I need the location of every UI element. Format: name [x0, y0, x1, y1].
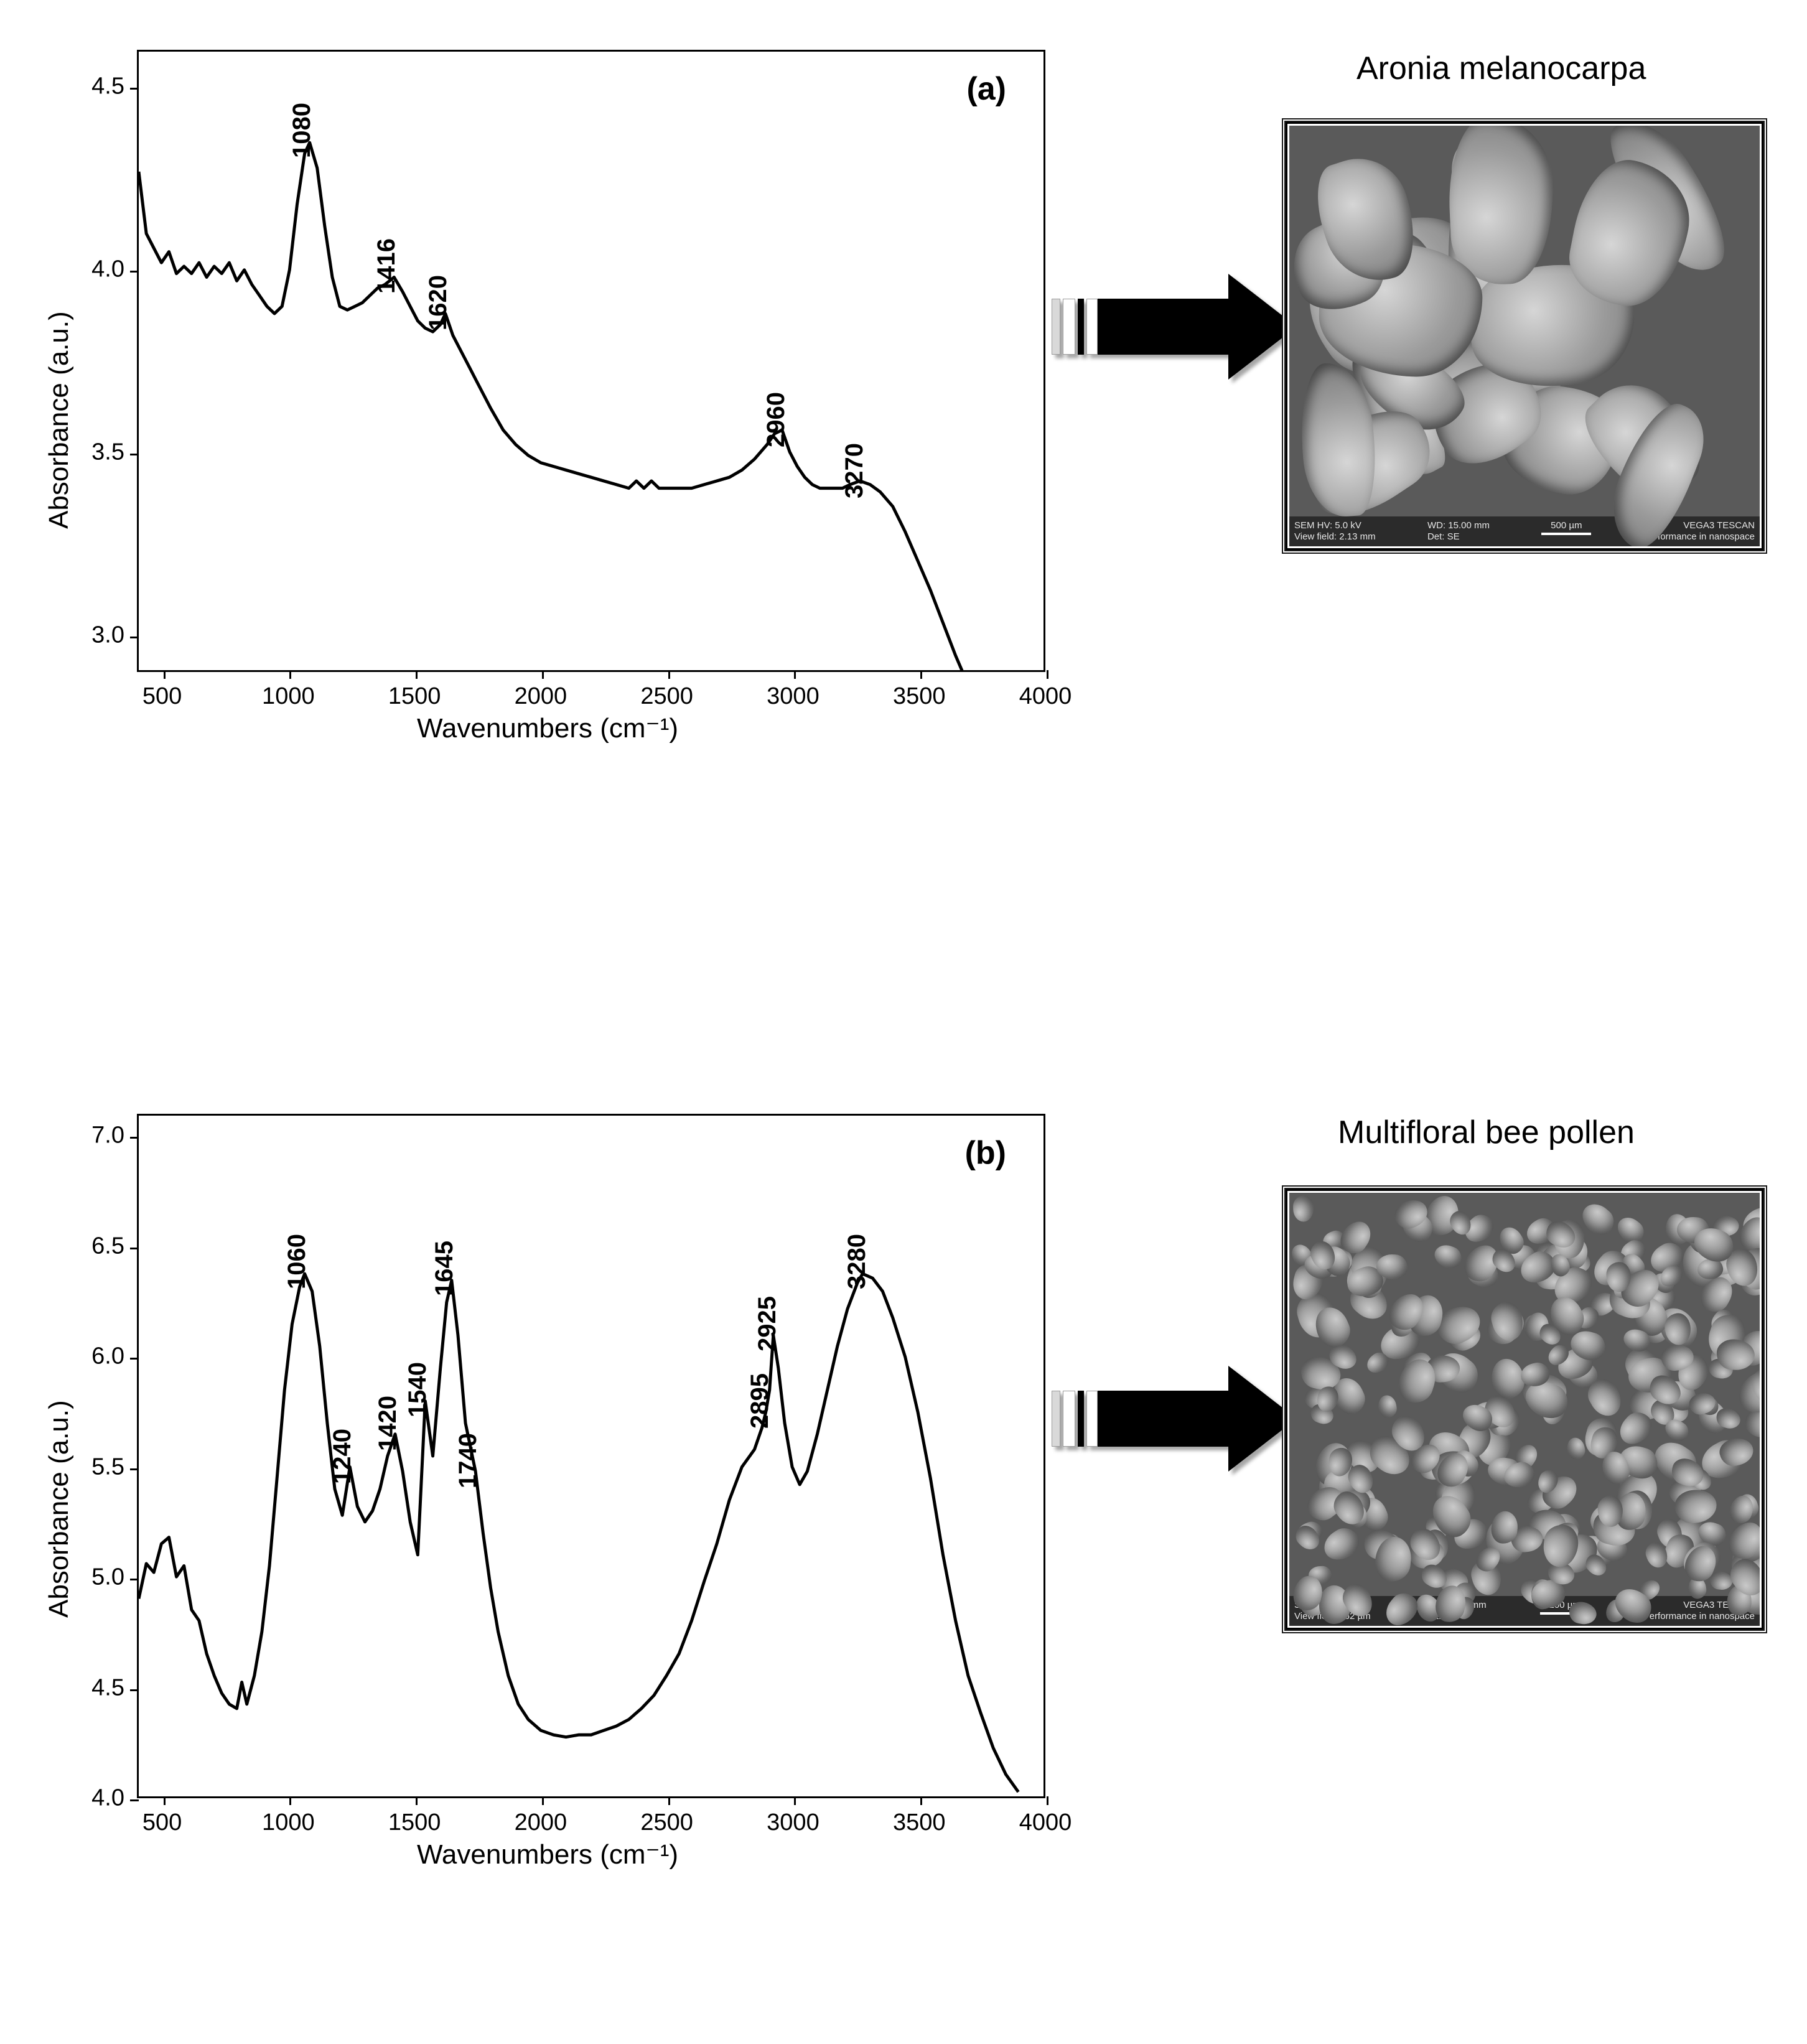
- tick-mark: [130, 1579, 139, 1580]
- peak-label: 2895: [746, 1373, 774, 1429]
- ylabel-a: Absorbance (a.u.): [44, 311, 75, 529]
- spectrum-line-a: [139, 52, 1044, 670]
- sem-frame-b: SEM HV: 5.0 kV View field: 362 µm WD: 15…: [1282, 1185, 1767, 1633]
- peak-label: 1420: [374, 1396, 402, 1451]
- xtick-label: 1000: [262, 683, 315, 710]
- title-a: Aronia melanocarpa: [1356, 50, 1646, 87]
- sem-a-cap-m2: Det: SE: [1427, 531, 1490, 543]
- sem-image-b: SEM HV: 5.0 kV View field: 362 µm WD: 15…: [1289, 1193, 1760, 1626]
- panel-tag-a: (a): [966, 70, 1006, 108]
- xtick-label: 3000: [767, 683, 819, 710]
- tick-mark: [668, 1796, 670, 1805]
- ytick-label: 6.5: [81, 1233, 124, 1259]
- tick-mark: [794, 670, 796, 679]
- sem-a-cap-m1: WD: 15.00 mm: [1427, 520, 1490, 531]
- chart-b: (b): [137, 1114, 1045, 1798]
- xtick-label: 1500: [388, 683, 441, 710]
- sem-particle: [1445, 126, 1556, 286]
- tick-mark: [130, 1137, 139, 1139]
- peak-label: 1080: [288, 103, 316, 158]
- sem-particle: [1377, 1394, 1398, 1419]
- tick-mark: [542, 670, 544, 679]
- tick-mark: [164, 670, 166, 679]
- tick-mark: [289, 1796, 291, 1805]
- tick-mark: [130, 1799, 139, 1801]
- tick-mark: [542, 1796, 544, 1805]
- xlabel-b: Wavenumbers (cm⁻¹): [417, 1839, 678, 1870]
- tick-mark: [130, 1358, 139, 1360]
- ytick-label: 7.0: [81, 1122, 124, 1149]
- xtick-label: 2500: [640, 683, 693, 710]
- ytick-label: 3.0: [81, 622, 124, 649]
- xlabel-a: Wavenumbers (cm⁻¹): [417, 712, 678, 744]
- tick-mark: [130, 271, 139, 273]
- panel-tag-b: (b): [965, 1134, 1006, 1172]
- sem-particle: [1293, 1196, 1314, 1222]
- sem-particle: [1319, 1523, 1365, 1566]
- xtick-label: 2500: [640, 1809, 693, 1836]
- peak-label: 2960: [762, 392, 790, 447]
- tick-mark: [130, 1248, 139, 1249]
- title-b: Multifloral bee pollen: [1338, 1114, 1635, 1151]
- tick-mark: [130, 1468, 139, 1470]
- peak-label: 3280: [843, 1234, 871, 1289]
- ylabel-b: Absorbance (a.u.): [44, 1400, 75, 1618]
- arrow-icon: [1052, 274, 1297, 380]
- tick-mark: [130, 454, 139, 455]
- tick-mark: [668, 670, 670, 679]
- sem-particle: [1432, 1241, 1465, 1271]
- sem-caption-a: SEM HV: 5.0 kV View field: 2.13 mm WD: 1…: [1289, 516, 1760, 546]
- tick-mark: [164, 1796, 166, 1805]
- xtick-label: 500: [142, 683, 182, 710]
- xtick-label: 2000: [515, 683, 567, 710]
- tick-mark: [416, 1796, 418, 1805]
- xtick-label: 3500: [893, 1809, 946, 1836]
- xtick-label: 1000: [262, 1809, 315, 1836]
- peak-label: 1240: [329, 1429, 357, 1484]
- sem-image-a: SEM HV: 5.0 kV View field: 2.13 mm WD: 1…: [1289, 126, 1760, 546]
- spectrum-line-b: [139, 1116, 1044, 1796]
- ytick-label: 4.5: [81, 1674, 124, 1701]
- chart-a: (a): [137, 50, 1045, 672]
- xtick-label: 2000: [515, 1809, 567, 1836]
- xtick-label: 500: [142, 1809, 182, 1836]
- peak-label: 1740: [454, 1433, 482, 1488]
- peak-label: 2925: [754, 1296, 782, 1351]
- ytick-label: 4.5: [81, 73, 124, 100]
- xtick-label: 4000: [1019, 683, 1072, 710]
- ytick-label: 5.0: [81, 1564, 124, 1591]
- tick-mark: [130, 1689, 139, 1691]
- peak-label: 3270: [841, 443, 869, 498]
- tick-mark: [1047, 670, 1048, 679]
- xtick-label: 1500: [388, 1809, 441, 1836]
- ytick-label: 4.0: [81, 256, 124, 282]
- ytick-label: 5.5: [81, 1454, 124, 1480]
- ytick-label: 4.0: [81, 1785, 124, 1812]
- xtick-label: 3500: [893, 683, 946, 710]
- peak-label: 1416: [373, 238, 401, 294]
- tick-mark: [289, 670, 291, 679]
- peak-label: 1060: [283, 1234, 311, 1289]
- xtick-label: 3000: [767, 1809, 819, 1836]
- sem-a-cap-l2: View field: 2.13 mm: [1294, 531, 1376, 543]
- tick-mark: [1047, 1796, 1048, 1805]
- peak-label: 1645: [431, 1241, 459, 1296]
- tick-mark: [794, 1796, 796, 1805]
- sem-a-cap-l1: SEM HV: 5.0 kV: [1294, 520, 1376, 531]
- tick-mark: [920, 1796, 922, 1805]
- sem-a-scale: 500 µm: [1541, 520, 1591, 531]
- tick-mark: [130, 637, 139, 638]
- peak-label: 1540: [404, 1362, 432, 1417]
- ytick-label: 6.0: [81, 1343, 124, 1370]
- arrow-icon: [1052, 1366, 1297, 1472]
- xtick-label: 4000: [1019, 1809, 1072, 1836]
- tick-mark: [416, 670, 418, 679]
- sem-frame-a: SEM HV: 5.0 kV View field: 2.13 mm WD: 1…: [1282, 118, 1767, 554]
- tick-mark: [130, 88, 139, 90]
- peak-label: 1620: [424, 275, 452, 330]
- sem-particle: [1565, 1436, 1587, 1462]
- tick-mark: [920, 670, 922, 679]
- ytick-label: 3.5: [81, 439, 124, 466]
- figure-root: Absorbance (a.u.) Wavenumbers (cm⁻¹) (a)…: [0, 0, 1807, 2044]
